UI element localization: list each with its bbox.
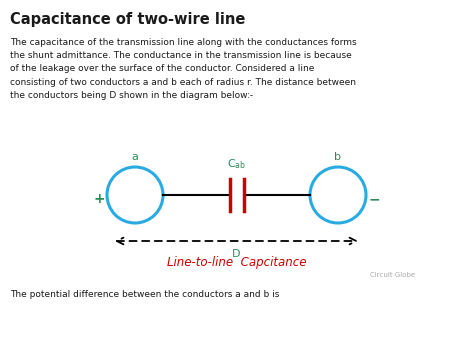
Text: b: b (335, 152, 341, 162)
Text: Line-to-line  Capcitance: Line-to-line Capcitance (167, 256, 307, 269)
Text: Circuit Globe: Circuit Globe (370, 272, 415, 278)
Text: +: + (93, 192, 105, 206)
Text: a: a (132, 152, 138, 162)
Text: $\mathregular{C_{ab}}$: $\mathregular{C_{ab}}$ (228, 157, 246, 171)
Text: The capacitance of the transmission line along with the conductances forms
the s: The capacitance of the transmission line… (10, 38, 356, 100)
Text: D: D (232, 249, 241, 259)
Text: Capacitance of two-wire line: Capacitance of two-wire line (10, 12, 246, 27)
Text: The potential difference between the conductors a and b is: The potential difference between the con… (10, 290, 279, 299)
Text: −: − (368, 192, 380, 206)
